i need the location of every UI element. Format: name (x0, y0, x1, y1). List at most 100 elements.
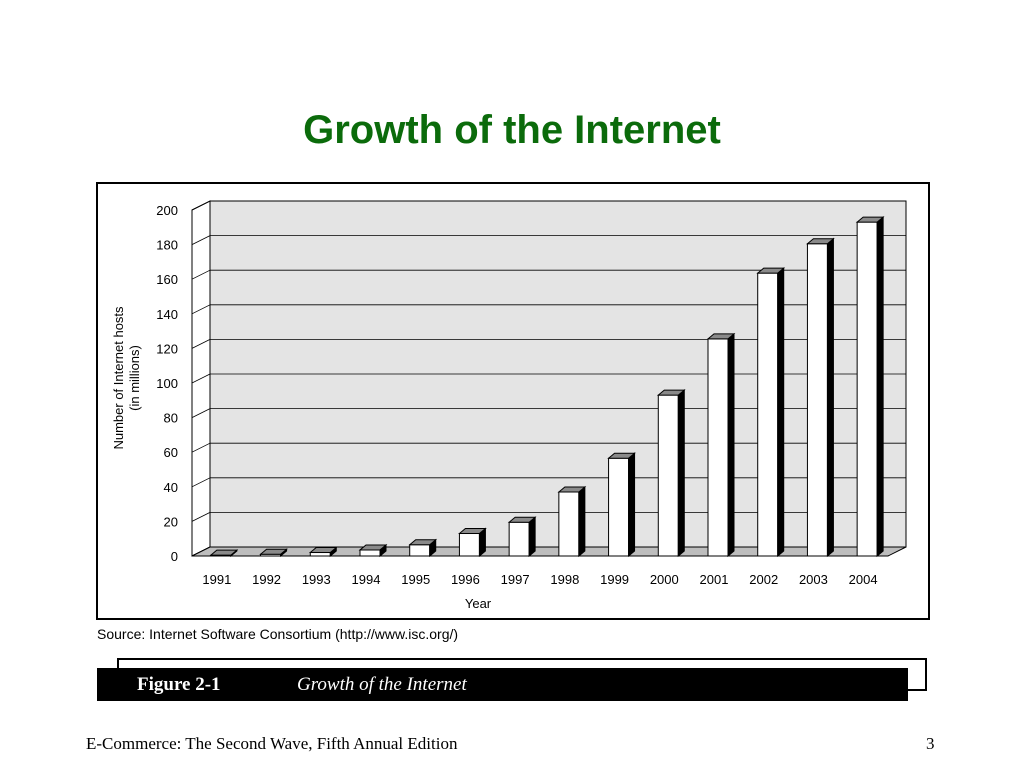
bar-top (756, 267, 786, 274)
chart-frame: 0 20 40 60 80 100 120 140 160 180 200 1991 1992 1993… (96, 182, 930, 620)
bar-front (359, 549, 381, 557)
bar (706, 332, 736, 558)
x-tick-label: 2003 (799, 572, 828, 587)
bar-top (408, 539, 438, 546)
y-tick-label: 80 (164, 411, 178, 426)
y-tick-label: 180 (156, 238, 178, 253)
y-axis-subtitle: (in millions) (127, 345, 142, 411)
slide-title: Growth of the Internet (303, 108, 721, 152)
bar-front (757, 272, 779, 557)
figure-caption: Growth of the Internet (297, 674, 467, 695)
x-tick-label: 1994 (352, 572, 381, 587)
x-tick-label: 1995 (401, 572, 430, 587)
chart-gridlines (191, 200, 906, 557)
figure-caption-bar: Figure 2-1 Growth of the Internet (97, 668, 908, 701)
bar-side (628, 452, 636, 558)
bar-side (826, 237, 834, 558)
y-tick-label: 120 (156, 341, 178, 356)
x-axis-title: Year (465, 596, 492, 611)
x-tick-label: 1992 (252, 572, 281, 587)
x-tick-label: 2004 (849, 572, 878, 587)
bar-front (558, 491, 580, 557)
chart-floor-plane (191, 546, 907, 557)
bar (806, 237, 835, 558)
bar (308, 546, 338, 558)
bar (756, 267, 786, 558)
gridline-diagonal (191, 512, 211, 522)
y-tick-label: 40 (164, 480, 178, 495)
bar-front (458, 533, 480, 557)
page-number: 3 (926, 734, 935, 753)
bar-side (777, 267, 785, 558)
bar-top (507, 516, 537, 523)
x-axis-ticks: 1991 1992 1993 1994 1995 1996 1997 1998 1999 2000… (202, 572, 877, 587)
gridline-diagonal (191, 235, 211, 245)
bar-top (209, 549, 239, 556)
bar (358, 543, 388, 558)
bar-top (607, 452, 636, 459)
bar-front (707, 338, 729, 557)
bar-front (508, 521, 530, 557)
x-tick-label: 1993 (302, 572, 331, 587)
chart-bars (209, 216, 885, 558)
bar-side (677, 389, 685, 558)
y-tick-label: 0 (171, 549, 178, 564)
bar-front (657, 394, 679, 557)
gridline-diagonal (191, 408, 211, 418)
bar-side (727, 332, 735, 558)
y-tick-label: 60 (164, 445, 178, 460)
figure-label: Figure 2-1 (137, 674, 221, 695)
bar (408, 538, 438, 558)
source-note: Source: Internet Software Consortium (ht… (97, 626, 459, 642)
gridline-diagonal (191, 373, 211, 384)
bar-top (458, 528, 487, 535)
bar-side (528, 516, 536, 558)
bar-side (578, 485, 586, 558)
bar-top (706, 333, 736, 340)
bar-front (856, 221, 878, 557)
bar-top (308, 547, 338, 554)
bar-front (309, 552, 331, 557)
y-tick-label: 200 (156, 203, 178, 218)
chart-plot-area (191, 200, 907, 557)
x-tick-label: 1996 (451, 572, 480, 587)
y-tick-label: 140 (156, 307, 178, 322)
bar (209, 549, 239, 558)
x-tick-label: 1998 (550, 572, 579, 587)
y-axis-ticks: 0 20 40 60 80 100 120 140 160 180 200 (156, 203, 178, 564)
bar-front (409, 544, 431, 557)
bar-top (358, 544, 388, 551)
x-tick-label: 1991 (202, 572, 231, 587)
x-tick-label: 2001 (700, 572, 729, 587)
x-tick-label: 1999 (600, 572, 629, 587)
bar-top (855, 216, 885, 223)
bar (855, 216, 885, 558)
bar (607, 452, 636, 558)
gridline-diagonal (191, 304, 211, 315)
bar (557, 485, 587, 558)
bar (507, 516, 537, 558)
bar (656, 389, 686, 558)
y-tick-label: 160 (156, 272, 178, 287)
bar (259, 548, 288, 558)
bar-top (259, 548, 288, 555)
x-tick-label: 2002 (749, 572, 778, 587)
y-tick-label: 20 (164, 514, 178, 529)
gridline-diagonal (191, 339, 211, 349)
bar-side (876, 216, 884, 558)
footer-text: E-Commerce: The Second Wave, Fifth Annua… (86, 734, 458, 753)
x-tick-label: 2000 (650, 572, 679, 587)
chart-floor (191, 546, 907, 557)
bar (458, 527, 487, 558)
gridline-diagonal (191, 269, 211, 280)
gridline-diagonal (191, 477, 211, 488)
gridline-diagonal (191, 442, 211, 453)
bar-front (806, 243, 828, 557)
bar-top (806, 238, 835, 245)
y-tick-label: 100 (156, 376, 178, 391)
bar-front (608, 457, 630, 557)
bar-top (557, 486, 587, 493)
bar-top (656, 389, 686, 396)
gridline-diagonal (191, 200, 211, 211)
x-tick-label: 1997 (501, 572, 530, 587)
